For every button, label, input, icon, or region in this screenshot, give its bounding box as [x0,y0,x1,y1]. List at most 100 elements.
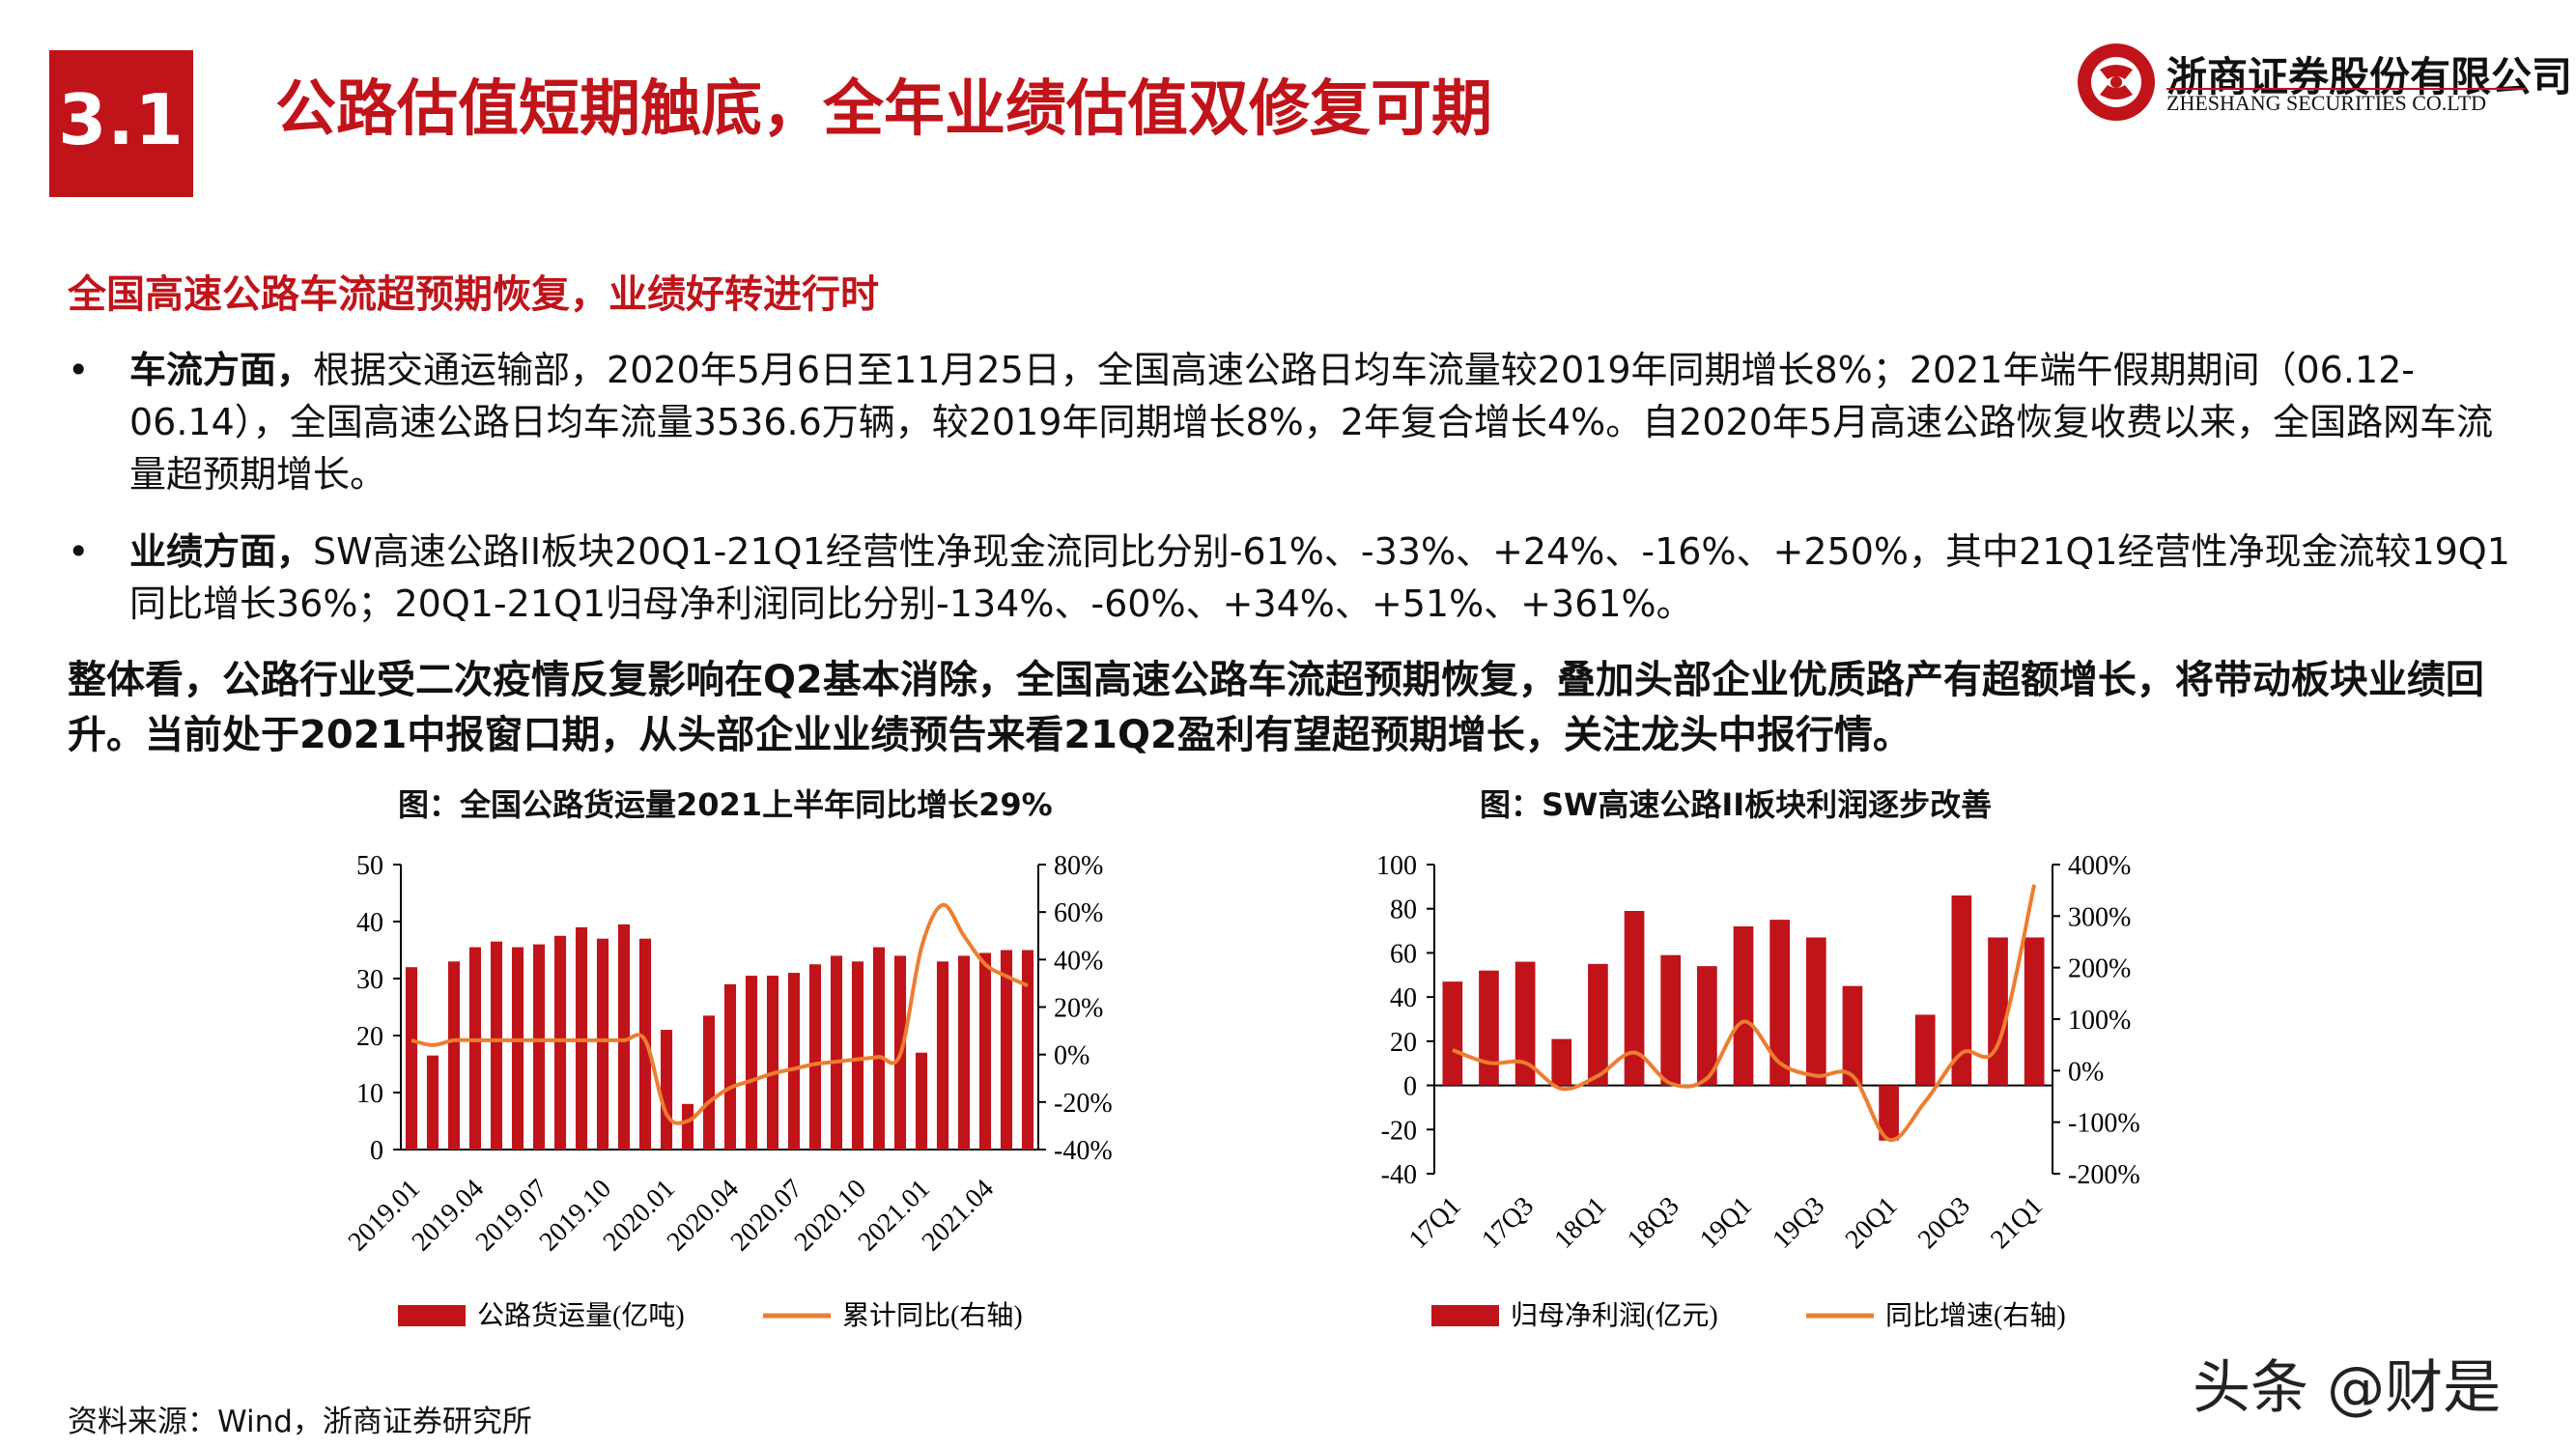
y-left-tick-label: -40 [1381,1160,1417,1190]
y-left-tick-label: 60 [1390,939,1417,969]
bar [447,961,461,1150]
page-title: 公路估值短期触底，全年业绩估值双修复可期 [275,73,1492,144]
x-tick-label: 20Q1 [1840,1191,1904,1255]
y-right-tick-label: -20% [1054,1089,1113,1119]
y-left-tick-label: 20 [1390,1028,1417,1058]
y-right-tick-label: 400% [2068,851,2131,881]
bar [1442,981,1463,1086]
bar [915,1052,928,1150]
bar [766,976,779,1150]
legend-line-label: 累计同比(右轴) [842,1300,1023,1331]
x-tick-label: 2019.01 [343,1174,426,1257]
logo-chinese-name: 浙商证券股份有限公司 [2166,53,2573,100]
chart-title-freight: 图：全国公路货运量2021上半年同比增长29% [398,786,1053,823]
bar [617,923,631,1150]
watermark: 头条 @财是 [2193,1354,2502,1422]
bar [426,1055,439,1150]
y-left-tick-label: 100 [1376,851,1417,881]
x-tick-label: 18Q1 [1548,1191,1612,1255]
bar [1624,911,1645,1086]
logo-english-name: ZHESHANG SECURITIES CO.LTD [2166,91,2487,115]
bar [1021,950,1034,1150]
x-tick-label: 2021.04 [917,1174,1000,1257]
bar [872,947,886,1150]
logo-icon [2078,43,2155,121]
bar [1660,954,1682,1086]
y-right-tick-label: 300% [2068,902,2131,932]
legend-line-label: 同比增速(右轴) [1885,1300,2066,1331]
bar [1879,1085,1899,1141]
bar [1551,1038,1572,1086]
legend-bar-label: 归母净利润(亿元) [1511,1300,1718,1331]
y-right-tick-label: 40% [1054,946,1103,976]
y-right-tick-label: -200% [2068,1160,2140,1190]
x-tick-label: 19Q3 [1767,1191,1830,1255]
section-number-box: 3.1 [49,50,193,197]
bullet-text: SW高速公路II板块20Q1-21Q1经营性净现金流同比分别-61%、-33%、… [129,530,2510,625]
x-tick-label: 21Q1 [1985,1191,2049,1255]
x-tick-label: 2020.07 [725,1174,808,1257]
bar [808,964,822,1150]
bar [1514,961,1536,1086]
logo-divider [2166,88,2526,90]
bullet-marker: • [68,530,90,573]
bar [1769,920,1790,1086]
x-tick-label: 19Q1 [1694,1191,1758,1255]
section-number: 3.1 [58,79,184,160]
bullet-marker: • [68,349,90,391]
bar [1000,950,1013,1150]
y-right-tick-label: 100% [2068,1006,2131,1036]
bar [405,967,418,1150]
bar [830,955,843,1150]
x-tick-label: 2019.10 [534,1174,617,1257]
y-right-tick-label: 20% [1054,994,1103,1024]
bar [681,1103,694,1150]
y-right-tick-label: 60% [1054,898,1103,928]
y-left-tick-label: 10 [356,1079,383,1109]
series-line [410,902,1029,1125]
x-tick-label: 2021.01 [853,1174,936,1257]
bar [957,955,971,1150]
y-left-tick-label: 20 [356,1022,383,1052]
y-left-tick-label: 0 [1403,1072,1417,1102]
legend-bar-label: 公路货运量(亿吨) [477,1300,685,1331]
bar [1951,895,1972,1086]
y-left-tick-label: 50 [356,851,383,881]
x-tick-label: 2020.01 [598,1174,681,1257]
y-right-tick-label: 0% [2068,1057,2104,1087]
x-tick-label: 2019.04 [407,1174,490,1257]
source-note: 资料来源：Wind，浙商证券研究所 [68,1405,532,1439]
x-tick-label: 2020.10 [789,1174,872,1257]
bar [511,947,524,1150]
series-line [1452,884,2037,1143]
y-left-tick-label: 0 [370,1136,383,1166]
bullet-lead: 业绩方面， [129,530,314,573]
bar [1588,963,1608,1086]
y-left-tick-label: 80 [1390,895,1417,925]
y-right-tick-label: 80% [1054,851,1103,881]
bar [1805,937,1826,1086]
x-tick-label: 17Q3 [1476,1191,1540,1255]
y-left-tick-label: 40 [1390,983,1417,1013]
chart-highway-profit: -40 -20 0 20 40 60 80 100 -200% -100% 0% 100% 200% 30… [1376,851,2140,1331]
chart-freight-volume: 0 10 20 30 40 50 -40% -20% 0% 20% 40% 60% 80% 2019.01… [343,851,1113,1331]
bar [1914,1014,1936,1086]
bar [723,983,737,1150]
bar [702,1015,716,1150]
bar [1479,970,1499,1086]
legend-bar-swatch [398,1305,466,1326]
subheading: 全国高速公路车流超预期恢复，业绩好转进行时 [68,272,879,317]
y-right-tick-label: 0% [1054,1041,1090,1071]
bar [978,952,992,1150]
y-left-tick-label: 30 [356,965,383,995]
bar [596,938,609,1150]
x-tick-label: 2019.07 [470,1174,553,1257]
bar [532,944,546,1150]
bar [660,1030,673,1150]
y-right-tick-label: -100% [2068,1109,2140,1139]
x-tick-label: 20Q3 [1912,1191,1976,1255]
summary-paragraph: 整体看，公路行业受二次疫情反复影响在Q2基本消除，全国高速公路车流超预期恢复，叠… [68,658,2484,757]
x-tick-label: 18Q3 [1622,1191,1685,1255]
y-left-tick-label: -20 [1381,1116,1417,1146]
bar [490,941,503,1150]
